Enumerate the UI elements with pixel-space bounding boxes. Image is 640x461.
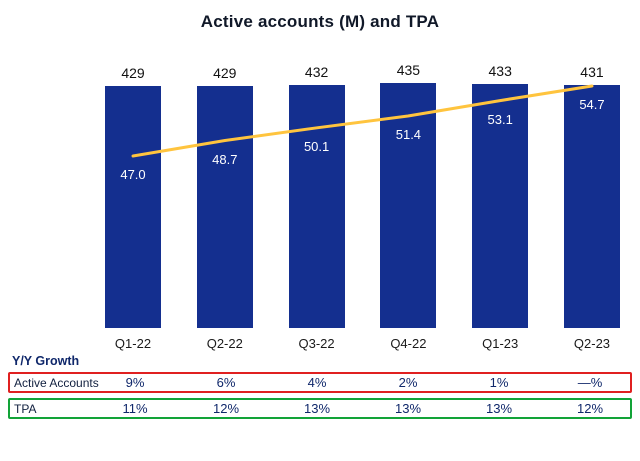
growth-row-active-accounts: Active Accounts 9% 6% 4% 2% 1% —% — [8, 372, 632, 393]
bar — [380, 83, 437, 328]
tpa-value-label: 54.7 — [579, 97, 605, 112]
bar — [288, 84, 345, 328]
tpa-value-label: 50.1 — [303, 138, 330, 154]
x-axis-label: Q1-23 — [482, 336, 519, 351]
x-axis-label: Q2-23 — [573, 336, 611, 351]
tpa-line-svg — [131, 84, 594, 158]
bar — [196, 86, 253, 328]
growth-cell: —% — [577, 375, 603, 390]
chart-title: Active accounts (M) and TPA — [200, 12, 440, 31]
growth-cell: 2% — [398, 375, 418, 390]
bar-column: 429 48.7 — [196, 56, 253, 328]
plot-area: 429 47.0 429 48.7 432 50.1 435 51.4 433 … — [105, 56, 620, 328]
bar-column: 431 54.7 — [563, 56, 620, 328]
bar-column: 435 51.4 — [380, 56, 437, 328]
growth-cell: 12% — [212, 401, 240, 416]
bar-column: 433 53.1 — [472, 56, 529, 328]
bar-value-label: 429 — [121, 65, 145, 82]
growth-cell: 13% — [394, 401, 422, 416]
tpa-value-label: 51.4 — [395, 127, 422, 142]
bar-column: 432 50.1 — [288, 56, 345, 328]
bar — [563, 85, 620, 328]
bar-value-label: 429 — [213, 65, 237, 82]
bar — [105, 86, 161, 328]
growth-cell: 11% — [122, 401, 148, 416]
growth-row-tpa: TPA 11% 12% 13% 13% 13% 12% — [8, 398, 632, 419]
growth-row-label: TPA — [14, 401, 37, 416]
growth-row-values: 11% 12% 13% 13% 13% 12% — [107, 401, 630, 416]
growth-cell: 13% — [485, 401, 513, 416]
tpa-value-label: 47.0 — [120, 167, 146, 182]
bar-value-label: 435 — [396, 62, 421, 78]
growth-cell: 9% — [125, 375, 145, 390]
bar-value-label: 433 — [488, 63, 512, 80]
x-axis-label: Q3-22 — [298, 336, 335, 351]
x-axis-label: Q4-22 — [390, 336, 427, 351]
growth-cell: 6% — [216, 375, 236, 390]
growth-cell: 1% — [489, 375, 509, 390]
x-axis-label: Q2-22 — [206, 336, 243, 351]
tpa-value-label: 53.1 — [487, 111, 513, 127]
bar-value-label: 432 — [304, 63, 329, 80]
bar-column: 429 47.0 — [105, 56, 161, 328]
yy-growth-label: Y/Y Growth — [12, 354, 80, 368]
tpa-value-label: 48.7 — [212, 151, 238, 167]
growth-row-label: Active Accounts — [14, 375, 99, 390]
growth-cell: 12% — [576, 401, 604, 416]
growth-row-values: 9% 6% 4% 2% 1% —% — [107, 375, 630, 390]
x-axis: Q1-22 Q2-22 Q3-22 Q4-22 Q1-23 Q2-23 — [105, 336, 620, 351]
bar-value-label: 431 — [580, 64, 604, 81]
x-axis-label: Q1-22 — [114, 336, 152, 351]
growth-cell: 4% — [307, 375, 327, 390]
growth-cell: 13% — [303, 401, 331, 416]
chart-page: Active accounts (M) and TPA 429 47.0 429… — [0, 12, 640, 461]
